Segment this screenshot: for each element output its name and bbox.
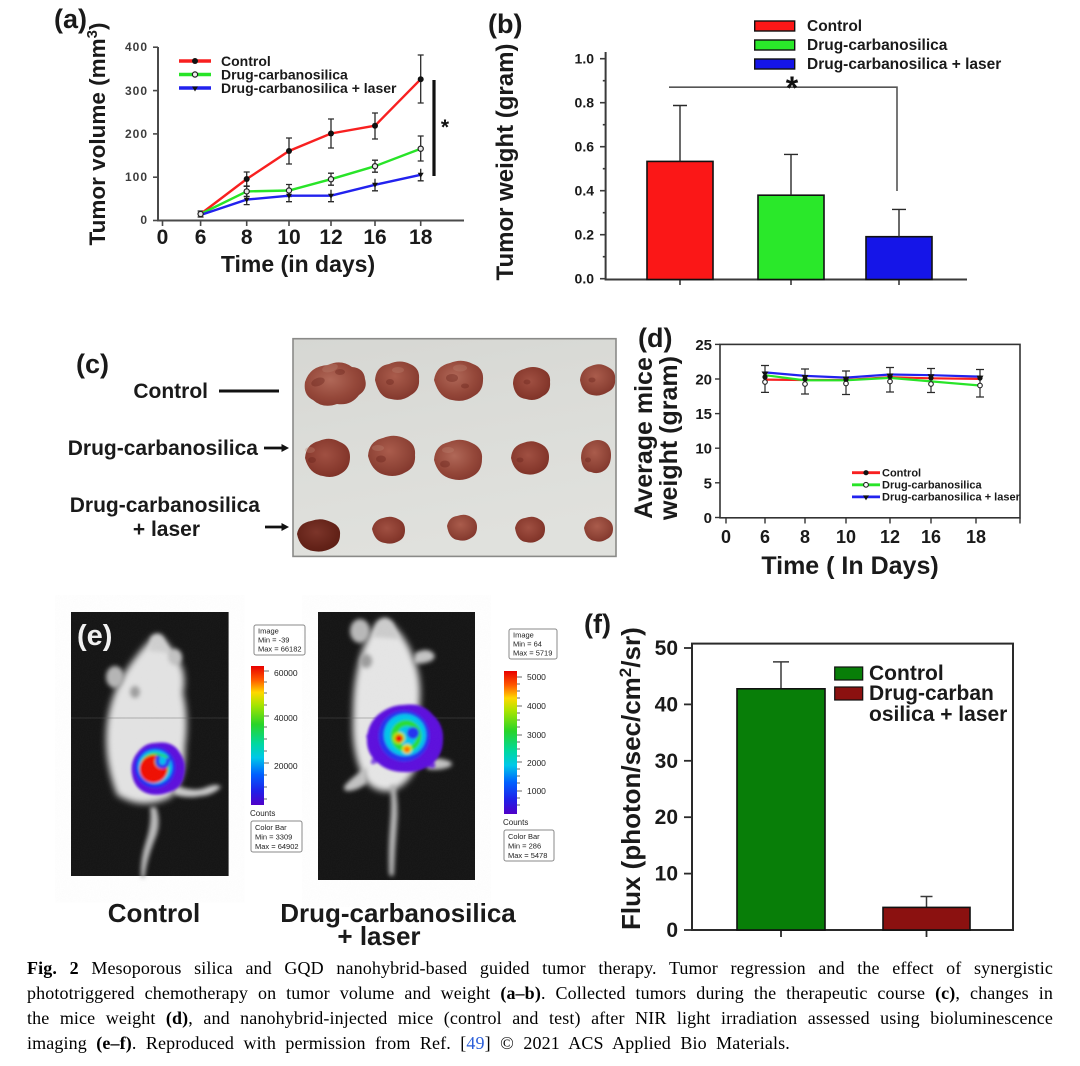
svg-text:10: 10 [836,527,856,547]
svg-text:0: 0 [704,510,712,527]
svg-text:0: 0 [666,919,678,942]
svg-text:Counts: Counts [250,809,275,818]
svg-text:Max = 64902: Max = 64902 [255,842,299,851]
svg-text:1000: 1000 [527,786,546,796]
svg-text:Color Bar: Color Bar [255,823,287,832]
svg-text:30: 30 [655,750,678,773]
svg-text:200: 200 [125,127,148,141]
svg-text:0: 0 [140,213,148,227]
svg-text:Control: Control [108,898,200,928]
svg-text:Image: Image [513,631,534,640]
svg-text:(b): (b) [488,9,522,39]
svg-text:12: 12 [880,527,900,547]
svg-text:6: 6 [760,527,770,547]
svg-text:Average mice: Average mice [630,357,658,519]
svg-text:Time ( In Days): Time ( In Days) [761,552,938,580]
svg-text:18: 18 [409,226,433,249]
svg-text:Drug-carbanosilica + laser: Drug-carbanosilica + laser [882,492,1021,504]
svg-text:20: 20 [655,806,678,829]
svg-text:3000: 3000 [527,730,546,740]
svg-text:6: 6 [195,226,207,249]
svg-text:+ laser: + laser [133,518,200,541]
svg-text:Image: Image [258,627,279,636]
svg-text:10: 10 [277,226,300,249]
svg-text:+ laser: + laser [337,921,420,951]
svg-text:Counts: Counts [503,818,528,827]
svg-text:100: 100 [125,170,148,184]
svg-text:5: 5 [704,475,712,492]
svg-text:0: 0 [721,527,731,547]
svg-text:8: 8 [241,226,253,249]
svg-text:10: 10 [695,441,712,458]
svg-text:400: 400 [125,40,148,54]
svg-text:5000: 5000 [527,672,546,682]
svg-text:Min = 3309: Min = 3309 [255,833,292,842]
svg-text:Drug-carbanosilica: Drug-carbanosilica [221,67,348,83]
svg-text:15: 15 [695,406,712,423]
svg-text:20: 20 [695,372,712,389]
svg-text:Tumor weight (gram): Tumor weight (gram) [492,44,519,281]
svg-text:20000: 20000 [274,761,298,771]
svg-text:(d): (d) [638,323,672,353]
svg-text:Drug-carbanosilica: Drug-carbanosilica [807,37,948,54]
svg-text:Drug-carbanosilica + laser: Drug-carbanosilica + laser [807,56,1001,73]
svg-text:Control: Control [882,468,921,480]
svg-text:16: 16 [921,527,941,547]
svg-text:Min = 64: Min = 64 [513,640,542,649]
svg-text:(f): (f) [584,609,611,639]
svg-text:4000: 4000 [527,701,546,711]
svg-text:60000: 60000 [274,668,298,678]
svg-text:12: 12 [319,226,342,249]
svg-text:Drug-carbanosilica: Drug-carbanosilica [68,437,259,460]
svg-text:2000: 2000 [527,758,546,768]
svg-text:Flux (photon/sec/cm2/sr): Flux (photon/sec/cm2/sr) [616,627,646,930]
svg-text:0: 0 [157,226,169,249]
svg-text:0.6: 0.6 [575,139,595,155]
svg-text:(c): (c) [76,349,109,379]
svg-text:Control: Control [869,662,944,685]
svg-text:40: 40 [655,693,678,716]
svg-text:18: 18 [966,527,986,547]
svg-text:Color Bar: Color Bar [508,832,540,841]
svg-text:Control: Control [221,53,271,69]
svg-text:Drug-carbanosilica: Drug-carbanosilica [70,494,261,517]
svg-text:8: 8 [800,527,810,547]
svg-text:Drug-carbanosilica + laser: Drug-carbanosilica + laser [221,80,397,96]
svg-text:Time (in days): Time (in days) [221,251,375,277]
svg-text:(a): (a) [54,4,87,34]
svg-text:Control: Control [133,380,208,403]
svg-text:Drug-carbanosilica: Drug-carbanosilica [280,898,516,928]
svg-text:Max = 5478: Max = 5478 [508,851,547,860]
svg-text:Control: Control [807,18,862,35]
svg-text:300: 300 [125,84,148,98]
svg-text:Min = 286: Min = 286 [508,842,541,851]
svg-text:*: * [786,70,799,106]
svg-text:weight (gram): weight (gram) [655,356,683,521]
svg-text:osilica + laser: osilica + laser [869,703,1007,726]
svg-text:16: 16 [363,226,386,249]
svg-text:50: 50 [655,637,678,660]
svg-text:0.2: 0.2 [575,227,595,243]
svg-text:40000: 40000 [274,713,298,723]
svg-text:Max = 5719: Max = 5719 [513,649,552,658]
svg-text:0.8: 0.8 [575,95,595,111]
svg-text:0.4: 0.4 [575,183,595,199]
svg-text:*: * [441,116,450,139]
svg-text:Max = 66182: Max = 66182 [258,645,302,654]
svg-text:Drug-carbanosilica: Drug-carbanosilica [882,480,983,492]
svg-text:1.0: 1.0 [575,51,595,67]
svg-text:Tumor volume (mm3): Tumor volume (mm3) [84,23,110,246]
svg-text:0.0: 0.0 [575,271,595,287]
svg-text:25: 25 [695,337,712,354]
svg-text:10: 10 [655,863,678,886]
svg-text:Drug-carban: Drug-carban [869,682,994,705]
svg-text:Min = -39: Min = -39 [258,636,289,645]
